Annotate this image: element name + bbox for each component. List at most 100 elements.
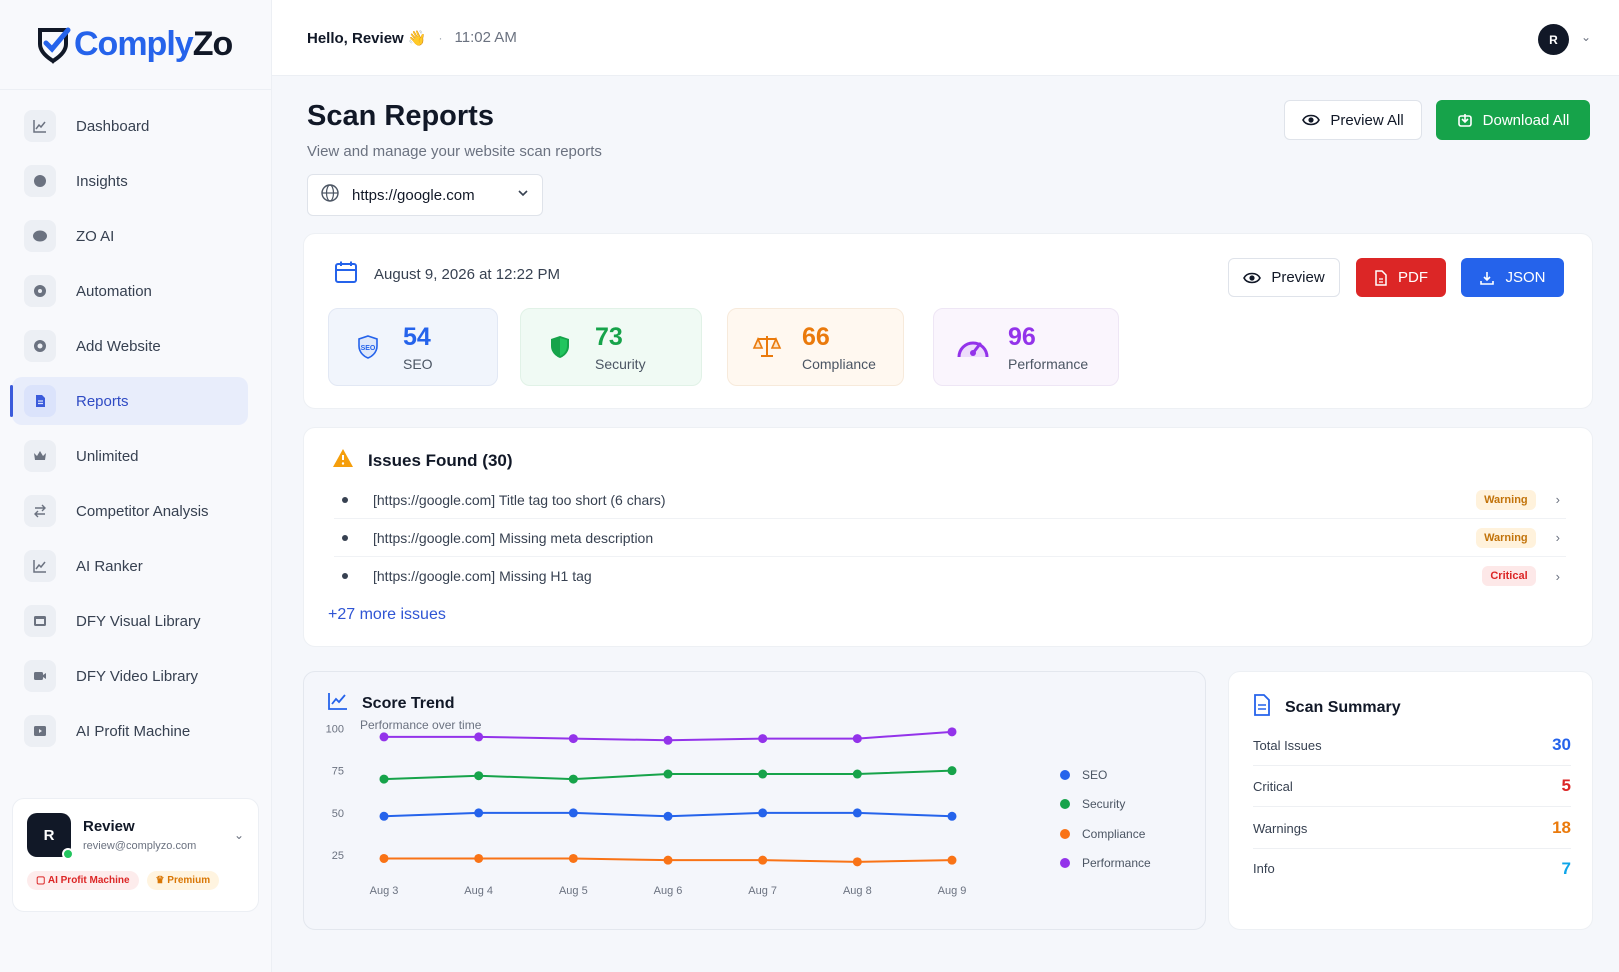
data-point-compliance[interactable] (947, 855, 957, 865)
sidebar-item-ai-profit-machine[interactable]: AI Profit Machine (12, 707, 248, 755)
severity-badge: Critical (1482, 566, 1536, 586)
data-point-compliance[interactable] (758, 855, 768, 865)
scales-icon (750, 330, 784, 364)
data-point-security[interactable] (568, 774, 578, 784)
score-value: 96 (1008, 322, 1036, 351)
sidebar-item-dfy-visual-library[interactable]: DFY Visual Library (12, 597, 248, 645)
legend-item-seo: SEO (1060, 760, 1151, 790)
data-point-security[interactable] (947, 766, 957, 776)
online-status-dot (62, 848, 74, 860)
preview-all-button[interactable]: Preview All (1284, 100, 1422, 140)
user-profile-card[interactable]: R Review review@complyzo.com ⌄ ▢ AI Prof… (12, 798, 259, 912)
json-button[interactable]: JSON (1461, 258, 1564, 297)
data-point-seo[interactable] (758, 808, 768, 818)
data-point-security[interactable] (663, 769, 673, 779)
sidebar-item-label: Competitor Analysis (76, 502, 209, 520)
score-label: Security (595, 355, 646, 372)
y-tick-label: 75 (332, 766, 344, 778)
summary-value: 7 (1561, 858, 1571, 878)
website-url-select[interactable]: https://google.com (307, 174, 543, 216)
sidebar-item-competitor-analysis[interactable]: Competitor Analysis (12, 487, 248, 535)
legend-label: Performance (1082, 856, 1151, 871)
sidebar-item-reports[interactable]: Reports (10, 377, 248, 425)
sidebar-item-unlimited[interactable]: Unlimited (12, 432, 248, 480)
data-point-performance[interactable] (474, 732, 484, 742)
video-icon (24, 660, 56, 692)
sidebar-item-label: DFY Video Library (76, 667, 199, 685)
sidebar-item-dashboard[interactable]: Dashboard (12, 102, 248, 150)
data-point-performance[interactable] (758, 734, 768, 744)
bullet (342, 573, 348, 579)
sidebar-item-label: ZO AI (76, 227, 115, 245)
summary-row-info: Info 7 (1253, 848, 1571, 889)
legend-label: Compliance (1082, 826, 1146, 841)
logo[interactable]: ComplyZo (0, 0, 271, 90)
download-all-button[interactable]: Download All (1436, 100, 1590, 140)
score-label: Performance (1008, 355, 1089, 372)
data-point-performance[interactable] (852, 734, 862, 744)
data-point-seo[interactable] (947, 811, 957, 821)
data-point-seo[interactable] (852, 808, 862, 818)
chart-legend: SEO Security Compliance Performance (1060, 760, 1151, 878)
pdf-button[interactable]: PDF (1356, 258, 1446, 297)
score-value: 73 (595, 322, 623, 351)
data-point-performance[interactable] (663, 735, 673, 745)
preview-button[interactable]: Preview (1228, 258, 1340, 297)
data-point-seo[interactable] (663, 811, 673, 821)
sidebar-item-dfy-video-library[interactable]: DFY Video Library (12, 652, 248, 700)
data-point-compliance[interactable] (568, 853, 578, 863)
issue-row[interactable]: [https://google.com] Missing meta descri… (334, 519, 1566, 557)
chevron-down-icon[interactable]: ⌄ (233, 828, 244, 842)
data-point-seo[interactable] (474, 808, 484, 818)
score-label: Compliance (802, 355, 876, 372)
data-point-performance[interactable] (568, 734, 578, 744)
sidebar-item-label: Insights (76, 172, 128, 190)
data-point-performance[interactable] (947, 727, 957, 737)
sidebar-item-insights[interactable]: Insights (12, 157, 248, 205)
issues-header: Issues Found (30) (332, 448, 513, 473)
sidebar-item-label: DFY Visual Library (76, 612, 201, 630)
x-tick-label: Aug 8 (843, 885, 872, 897)
avatar: R (27, 813, 74, 860)
speedometer-icon (956, 330, 990, 364)
user-avatar-button[interactable]: R (1538, 24, 1569, 55)
sidebar-item-ai-ranker[interactable]: AI Ranker (12, 542, 248, 590)
legend-item-security: Security (1060, 790, 1151, 820)
sidebar-item-label: AI Ranker (76, 557, 143, 575)
data-point-compliance[interactable] (663, 855, 673, 865)
chevron-right-icon: › (1555, 492, 1560, 507)
user-email: review@complyzo.com (83, 840, 197, 852)
chart-line-icon (24, 110, 56, 142)
page-subtitle: View and manage your website scan report… (307, 143, 602, 160)
data-point-performance[interactable] (379, 732, 389, 742)
shield-logo-icon (38, 27, 71, 64)
summary-value: 30 (1552, 735, 1571, 754)
issues-card: Issues Found (30) [https://google.com] T… (303, 427, 1593, 647)
issue-row[interactable]: [https://google.com] Missing H1 tag Crit… (334, 557, 1566, 595)
data-point-security[interactable] (852, 769, 862, 779)
calendar-icon (334, 260, 358, 289)
brain-icon (24, 165, 56, 197)
sidebar-item-automation[interactable]: Automation (12, 267, 248, 315)
chevron-down-icon[interactable]: ⌄ (1580, 30, 1591, 44)
legend-item-compliance: Compliance (1060, 819, 1151, 849)
issue-row[interactable]: [https://google.com] Title tag too short… (334, 481, 1566, 519)
x-tick-label: Aug 3 (370, 885, 399, 897)
data-point-seo[interactable] (568, 808, 578, 818)
data-point-security[interactable] (474, 771, 484, 781)
avatar-initial: R (43, 826, 55, 844)
data-point-compliance[interactable] (852, 857, 862, 867)
legend-item-performance: Performance (1060, 849, 1151, 879)
scan-summary-card: Scan Summary Total Issues 30 Critical 5 … (1228, 671, 1593, 930)
score-card-compliance: 66 Compliance (727, 308, 904, 386)
data-point-security[interactable] (758, 769, 768, 779)
top-bar: Hello, Review 👋 · 11:02 AM R ⌄ (272, 0, 1619, 76)
sidebar-item-add-website[interactable]: Add Website (12, 322, 248, 370)
data-point-seo[interactable] (379, 811, 389, 821)
legend-label: SEO (1082, 767, 1108, 782)
data-point-security[interactable] (379, 774, 389, 784)
more-issues-link[interactable]: +27 more issues (328, 606, 446, 623)
data-point-compliance[interactable] (379, 853, 389, 863)
sidebar-item-zo-ai[interactable]: ZO AI (12, 212, 248, 260)
data-point-compliance[interactable] (474, 853, 484, 863)
